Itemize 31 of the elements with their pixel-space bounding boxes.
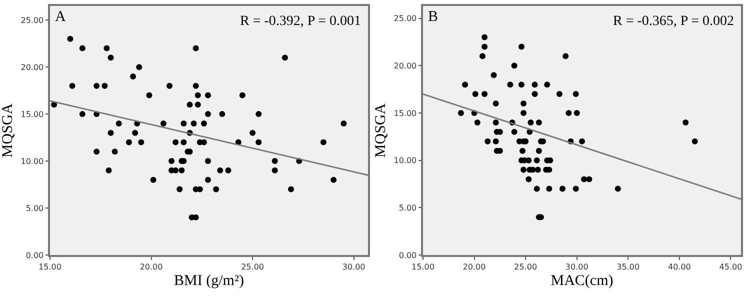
y-tick-label: 10.00 [394,156,417,166]
x-tick-label: 40.00 [668,262,691,272]
annotation: R = -0.365, P = 0.002 [613,14,734,29]
y-tick-label: 25.00 [20,16,44,25]
x-tick-label: 15.00 [38,262,62,272]
x-tick-label: 30.00 [565,262,588,272]
y-tick-label: 10.00 [20,156,44,166]
y-tick-label: 0.00 [26,250,44,260]
y-tick-label: 15.00 [20,110,44,119]
y-tick-label: 5.00 [26,204,44,213]
x-tick-label: 20.00 [462,262,486,272]
y-tick-label: 20.00 [20,62,44,72]
x-tick-label: 20.00 [140,262,163,272]
x-tick-label: 45.00 [719,262,742,272]
annotation: B [428,9,438,25]
x-tick-label: 30.00 [342,262,366,272]
x-tick-label: 25.00 [241,262,264,272]
x-axis-title: BMI (g/m²) [174,272,244,289]
annotation: R = -0.392, P = 0.001 [240,14,362,29]
y-tick-label: 0.00 [398,250,417,260]
x-tick-label: 15.00 [412,262,434,272]
y-axis-title: MQSGA [0,103,16,158]
x-axis-title: MAC(cm) [550,272,614,289]
y-tick-label: 15.00 [394,108,417,118]
y-tick-label: 25.00 [394,14,417,24]
y-tick-label: 20.00 [394,61,417,70]
x-tick-label: 35.00 [616,262,640,272]
annotation: A [55,9,66,25]
y-axis-title: MQSGA [373,103,389,158]
x-tick-label: 25.00 [514,262,538,272]
y-tick-label: 5.00 [398,203,417,212]
